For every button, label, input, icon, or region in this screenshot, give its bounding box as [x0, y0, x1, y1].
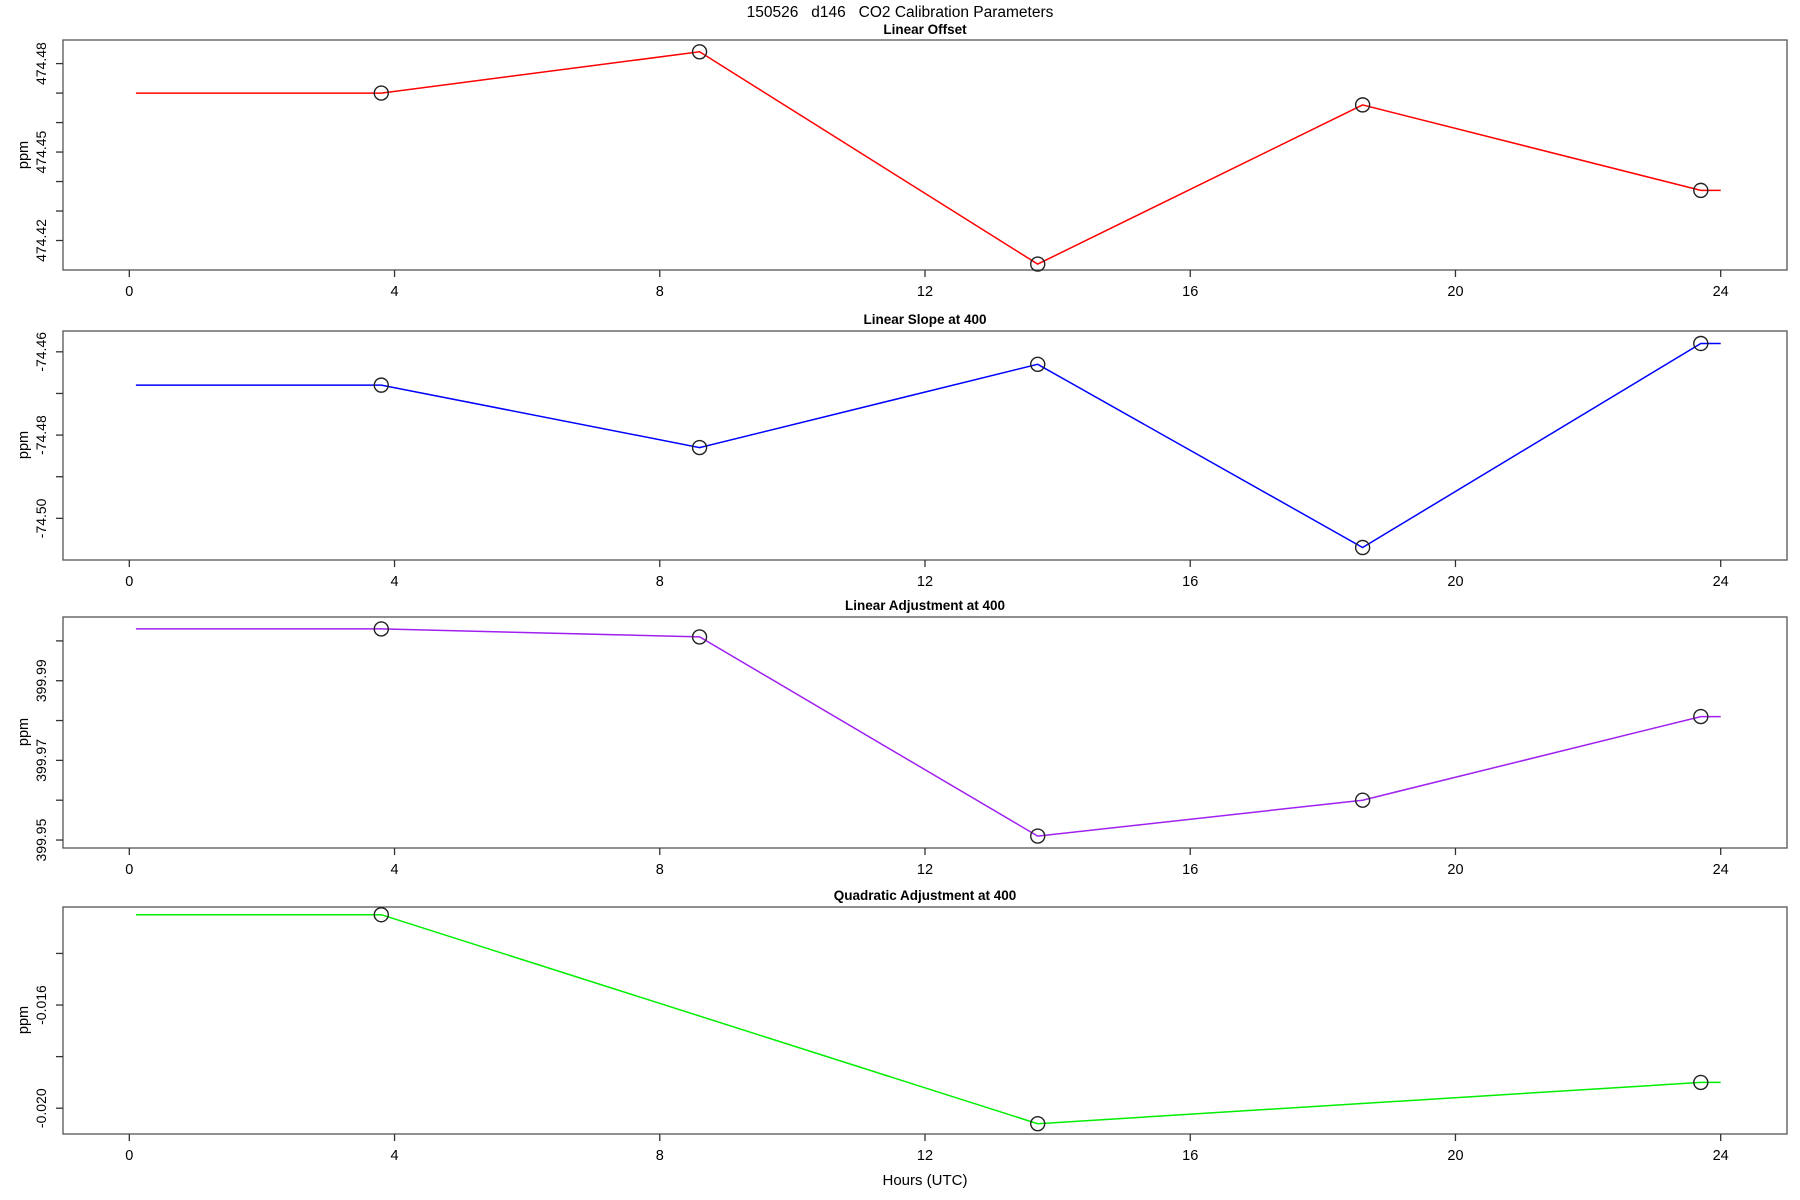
data-point-marker: [691, 629, 708, 645]
x-tick-label: 24: [1713, 574, 1729, 590]
y-tick-label: -0.020: [33, 1088, 49, 1128]
x-tick-label: 4: [390, 574, 398, 590]
x-tick-label: 24: [1713, 1148, 1729, 1164]
y-tick-label: -0.016: [33, 985, 49, 1025]
y-tick-label: -74.50: [33, 498, 49, 538]
x-tick-label: 4: [390, 284, 398, 300]
y-axis-label-panel-1: ppm: [16, 140, 32, 170]
panel-4: 0 4 8 12 16 20 24 -0.020 -0.016: [33, 906, 1788, 1164]
panel-title-quadratic-adjustment: Quadratic Adjustment at 400: [833, 888, 1017, 903]
plot-box: [62, 330, 1788, 561]
panel-title-linear-adjustment: Linear Adjustment at 400: [844, 598, 1006, 613]
data-point-marker: [1693, 182, 1709, 199]
y-tick-label: 399.97: [33, 739, 49, 782]
x-tick-label: 16: [1182, 1148, 1198, 1164]
x-tick-label: 16: [1182, 284, 1198, 300]
panel-1: 0 4 8 12 16 20 24 474.42 474.45 474.48: [33, 39, 1788, 300]
x-tick-label: 8: [656, 1148, 664, 1164]
data-point-marker: [1030, 1115, 1046, 1132]
data-point-marker: [1354, 539, 1371, 556]
data-point-marker: [1030, 256, 1046, 272]
x-tick-label: 12: [917, 1148, 933, 1164]
data-point-marker: [1030, 828, 1046, 844]
panel-3: 0 4 8 12 16 20 24 399.95 399.97 399.99: [33, 616, 1788, 878]
panel-title-linear-offset: Linear Offset: [883, 22, 967, 37]
series-line: [135, 628, 1721, 837]
data-point-marker: [1693, 335, 1709, 352]
data-point-marker: [373, 377, 389, 393]
x-tick-label: 0: [125, 574, 133, 590]
x-tick-label: 0: [125, 862, 133, 878]
data-point-marker: [373, 907, 389, 923]
data-point-marker: [373, 85, 389, 101]
x-tick-label: 20: [1447, 862, 1463, 878]
data-point-marker: [1354, 97, 1371, 113]
x-tick-label: 4: [390, 1148, 398, 1164]
data-point-marker: [1354, 792, 1371, 808]
x-tick-label: 8: [656, 862, 664, 878]
panel-title-linear-slope: Linear Slope at 400: [863, 312, 987, 327]
x-tick-label: 8: [656, 574, 664, 590]
x-tick-label: 12: [917, 284, 933, 300]
x-tick-label: 16: [1182, 862, 1198, 878]
y-tick-label: -74.46: [33, 332, 49, 372]
data-point-marker: [1693, 1074, 1709, 1091]
x-axis-label: Hours (UTC): [882, 1172, 968, 1189]
series-line: [135, 913, 1721, 1125]
panel-2: 0 4 8 12 16 20 24 -74.50 -74.48 -74.46: [33, 330, 1788, 590]
figure-title: 150526 d146 CO2 Calibration Parameters: [746, 4, 1054, 21]
y-axis-label-panel-3: ppm: [16, 717, 32, 747]
data-point-marker: [1693, 708, 1709, 725]
data-point-marker: [691, 44, 708, 60]
x-tick-label: 20: [1447, 1148, 1463, 1164]
y-tick-label: 399.99: [33, 659, 49, 702]
y-tick-label: 474.45: [33, 130, 49, 173]
x-tick-label: 20: [1447, 284, 1463, 300]
y-axis-label-panel-2: ppm: [16, 430, 32, 460]
data-point-marker: [1030, 356, 1046, 373]
data-point-marker: [691, 439, 708, 456]
y-tick-label: 399.95: [33, 818, 49, 861]
data-point-marker: [373, 621, 389, 637]
y-tick-label: 474.42: [33, 219, 49, 262]
x-tick-label: 12: [917, 862, 933, 878]
y-tick-label: -74.48: [33, 415, 49, 455]
x-tick-label: 16: [1182, 574, 1198, 590]
y-tick-label: 474.48: [33, 42, 49, 85]
x-tick-label: 12: [917, 574, 933, 590]
x-tick-label: 24: [1713, 284, 1729, 300]
x-tick-label: 0: [125, 284, 133, 300]
x-tick-label: 20: [1447, 574, 1463, 590]
y-axis-label-panel-4: ppm: [16, 1005, 32, 1035]
series-line: [135, 51, 1721, 265]
x-tick-label: 4: [390, 862, 398, 878]
plot-box: [62, 616, 1788, 849]
series-line: [135, 342, 1721, 549]
plot-box: [62, 39, 1788, 271]
plot-box: [62, 906, 1788, 1135]
x-tick-label: 0: [125, 1148, 133, 1164]
x-tick-label: 24: [1713, 862, 1729, 878]
x-tick-label: 8: [656, 284, 664, 300]
